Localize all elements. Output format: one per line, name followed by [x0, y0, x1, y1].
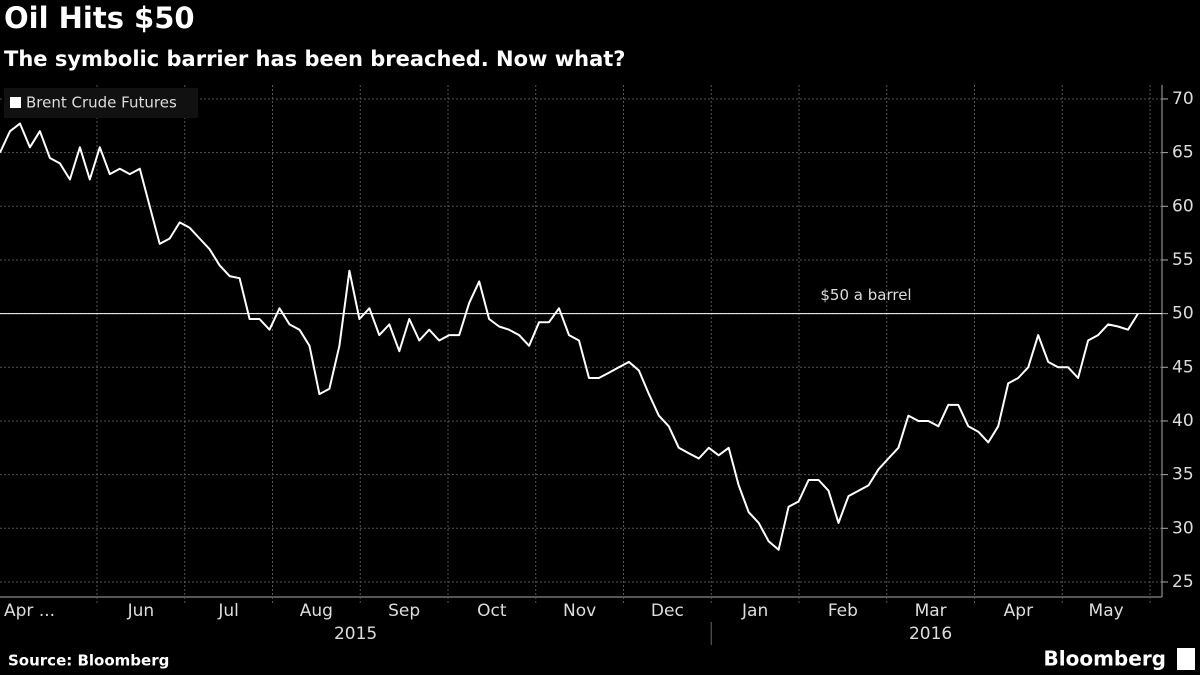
- x-tick-label: Apr ...: [4, 601, 55, 621]
- y-tick-label: 35: [1172, 465, 1194, 485]
- legend-box: [4, 88, 198, 118]
- x-tick-label: May: [1089, 601, 1124, 621]
- y-tick-label: 45: [1172, 357, 1194, 377]
- x-tick-label: Jan: [741, 601, 768, 621]
- y-tick-label: 25: [1172, 572, 1194, 592]
- y-tick-label: 50: [1172, 304, 1194, 324]
- y-tick-label: 70: [1172, 89, 1194, 109]
- x-tick-label: Jul: [217, 601, 239, 621]
- x-tick-label: Dec: [651, 601, 684, 621]
- y-tick-label: 65: [1172, 143, 1194, 163]
- y-tick-label: 55: [1172, 250, 1194, 270]
- x-tick-label: Sep: [388, 601, 420, 621]
- legend-label: Brent Crude Futures: [26, 94, 177, 112]
- x-tick-label: Feb: [828, 601, 858, 621]
- line: [0, 122, 1139, 551]
- year-label: 2016: [909, 624, 952, 644]
- reference-label: $50 a barrel: [820, 286, 911, 304]
- y-tick-label: 30: [1172, 518, 1194, 538]
- x-tick-label: Jun: [127, 601, 155, 621]
- y-tick-label: 60: [1172, 196, 1194, 216]
- chart-subtitle: The symbolic barrier has been breached. …: [4, 47, 625, 71]
- x-tick-label: Oct: [477, 601, 507, 621]
- source: Source: Bloomberg: [8, 652, 169, 670]
- brand: Bloomberg: [1044, 647, 1166, 671]
- x-tick-label: Mar: [915, 601, 947, 621]
- y-tick-label: 40: [1172, 411, 1194, 431]
- chart-title: Oil Hits $50: [4, 1, 195, 35]
- x-tick-label: Aug: [300, 601, 333, 621]
- legend-swatch: [10, 97, 21, 108]
- year-label: 2015: [334, 624, 377, 644]
- brand-icon: [1177, 648, 1195, 670]
- x-tick-label: Nov: [563, 601, 596, 621]
- x-tick-label: Apr: [1004, 601, 1033, 621]
